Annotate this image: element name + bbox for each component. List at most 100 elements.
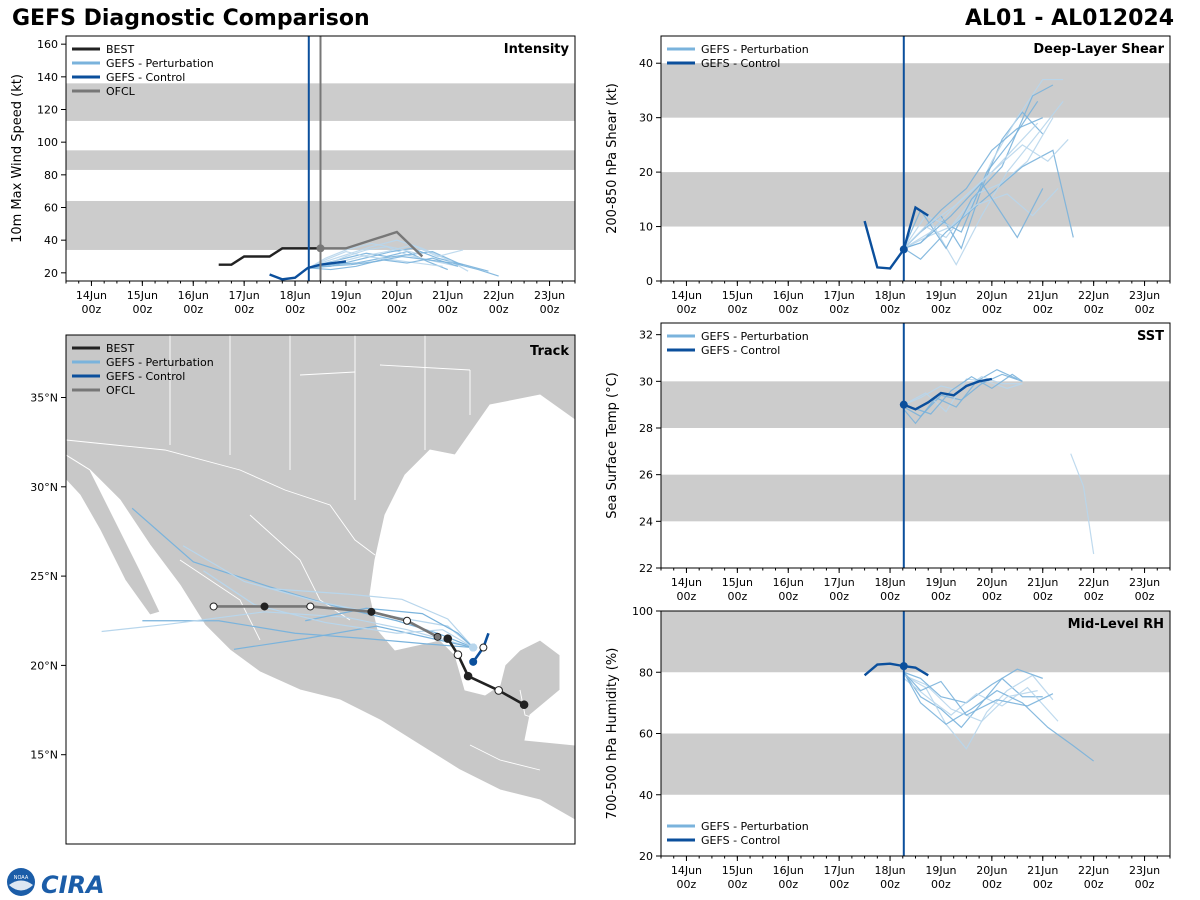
y-tick-label: 120 bbox=[37, 104, 58, 117]
ofcl-track-line bbox=[213, 605, 439, 638]
perturbation-series-line bbox=[903, 671, 1095, 762]
best-track-point bbox=[494, 686, 503, 695]
x-tick-label: 23Jun bbox=[1129, 576, 1160, 589]
x-tick-label: 00z bbox=[727, 878, 747, 891]
intensity-band bbox=[661, 172, 1170, 227]
y-tick-label: 30 bbox=[639, 375, 653, 388]
map-border-line bbox=[249, 514, 351, 621]
x-tick-label: 14Jun bbox=[671, 864, 702, 877]
ofcl-series-line bbox=[320, 230, 424, 258]
legend-label: GEFS - Perturbation bbox=[701, 820, 809, 833]
legend-label: GEFS - Perturbation bbox=[701, 330, 809, 343]
lat-tick-label: 35°N bbox=[30, 392, 58, 405]
perturbation-series-line bbox=[903, 373, 1023, 415]
x-tick-label: 00z bbox=[1084, 878, 1104, 891]
perturbation-series-line bbox=[308, 242, 423, 269]
x-tick-label: 00z bbox=[1135, 590, 1155, 603]
legend-label: OFCL bbox=[106, 85, 136, 98]
x-tick-label: 00z bbox=[829, 590, 849, 603]
intensity-band bbox=[661, 381, 1170, 428]
map-border-line bbox=[519, 689, 541, 721]
y-tick-label: 40 bbox=[639, 789, 653, 802]
lat-tick-label: 20°N bbox=[30, 659, 58, 672]
x-tick-label: 00z bbox=[982, 878, 1002, 891]
x-tick-label: 00z bbox=[387, 303, 407, 316]
perturbation-series-line bbox=[903, 671, 1043, 729]
cira-logo: NOAA CIRA bbox=[7, 868, 105, 898]
x-tick-label: 00z bbox=[778, 590, 798, 603]
x-tick-label: 19Jun bbox=[925, 864, 956, 877]
perturbation-series-line bbox=[903, 671, 1054, 716]
x-tick-label: 00z bbox=[982, 590, 1002, 603]
chart-title: Deep-Layer Shear bbox=[1033, 42, 1164, 57]
legend-label: GEFS - Perturbation bbox=[106, 57, 214, 70]
y-tick-label: 160 bbox=[37, 38, 58, 51]
x-tick-label: 20Jun bbox=[976, 864, 1007, 877]
lat-tick-label: 15°N bbox=[30, 749, 58, 762]
lat-tick-label: 30°N bbox=[30, 481, 58, 494]
lat-tick-label: 25°N bbox=[30, 570, 58, 583]
x-tick-label: 00z bbox=[1084, 303, 1104, 316]
y-tick-label: 40 bbox=[639, 57, 653, 70]
best-track-point bbox=[443, 634, 453, 643]
x-tick-label: 19Jun bbox=[925, 289, 956, 302]
perturbation-series-line bbox=[308, 257, 459, 271]
x-tick-label: 00z bbox=[931, 303, 951, 316]
x-tick-label: 00z bbox=[778, 303, 798, 316]
x-tick-label: 23Jun bbox=[1129, 289, 1160, 302]
x-tick-label: 00z bbox=[931, 590, 951, 603]
x-tick-label: 17Jun bbox=[824, 864, 855, 877]
legend-label: GEFS - Control bbox=[701, 344, 780, 357]
y-tick-label: 20 bbox=[44, 267, 58, 280]
perturbation-track-line bbox=[101, 611, 474, 649]
x-tick-label: 18Jun bbox=[874, 576, 905, 589]
y-tick-label: 80 bbox=[44, 169, 58, 182]
x-tick-label: 14Jun bbox=[76, 289, 107, 302]
x-tick-label: 15Jun bbox=[722, 289, 753, 302]
x-tick-label: 00z bbox=[677, 590, 697, 603]
chart-title: Track bbox=[530, 344, 569, 359]
best-track-point bbox=[453, 650, 463, 659]
x-tick-label: 22Jun bbox=[1078, 864, 1109, 877]
perturbation-series-line bbox=[903, 368, 1018, 425]
x-tick-label: 14Jun bbox=[671, 289, 702, 302]
x-tick-label: 00z bbox=[677, 878, 697, 891]
y-tick-label: 60 bbox=[639, 728, 653, 741]
x-tick-label: 15Jun bbox=[722, 576, 753, 589]
legend-label: GEFS - Perturbation bbox=[701, 43, 809, 56]
x-tick-label: 00z bbox=[880, 303, 900, 316]
best-track-point bbox=[463, 671, 473, 681]
perturbation-series-line bbox=[308, 239, 469, 272]
legend-label: GEFS - Control bbox=[701, 57, 780, 70]
x-tick-label: 14Jun bbox=[671, 576, 702, 589]
legend-label: GEFS - Control bbox=[701, 834, 780, 847]
y-tick-label: 20 bbox=[639, 166, 653, 179]
legend-label: BEST bbox=[106, 43, 134, 56]
y-axis-label: 200-850 hPa Shear (kt) bbox=[605, 83, 620, 234]
x-tick-label: 00z bbox=[82, 303, 102, 316]
y-tick-label: 26 bbox=[639, 469, 653, 482]
x-tick-label: 00z bbox=[234, 303, 254, 316]
y-axis-label: 700-500 hPa Humidity (%) bbox=[605, 648, 620, 820]
x-tick-label: 23Jun bbox=[534, 289, 565, 302]
chart-title: Mid-Level RH bbox=[1068, 617, 1164, 632]
intensity-band bbox=[661, 63, 1170, 118]
land-polygon bbox=[66, 454, 161, 616]
y-tick-label: 60 bbox=[44, 202, 58, 215]
ofcl-track-point bbox=[260, 602, 269, 611]
x-tick-label: 17Jun bbox=[824, 289, 855, 302]
x-tick-label: 00z bbox=[677, 303, 697, 316]
chart-title: Intensity bbox=[504, 42, 570, 57]
x-tick-label: 22Jun bbox=[483, 289, 514, 302]
x-tick-label: 22Jun bbox=[1078, 289, 1109, 302]
x-tick-label: 00z bbox=[183, 303, 203, 316]
storm-id: AL01 - AL012024 bbox=[965, 6, 1174, 31]
perturbation-track-point bbox=[469, 643, 478, 652]
y-tick-label: 100 bbox=[632, 605, 653, 618]
intensity-band bbox=[661, 611, 1170, 673]
perturbation-series-line bbox=[1070, 453, 1095, 555]
perturbation-series-line bbox=[308, 250, 489, 272]
x-tick-label: 23Jun bbox=[1129, 864, 1160, 877]
x-tick-label: 00z bbox=[1135, 878, 1155, 891]
ofcl-track-point bbox=[367, 607, 376, 616]
